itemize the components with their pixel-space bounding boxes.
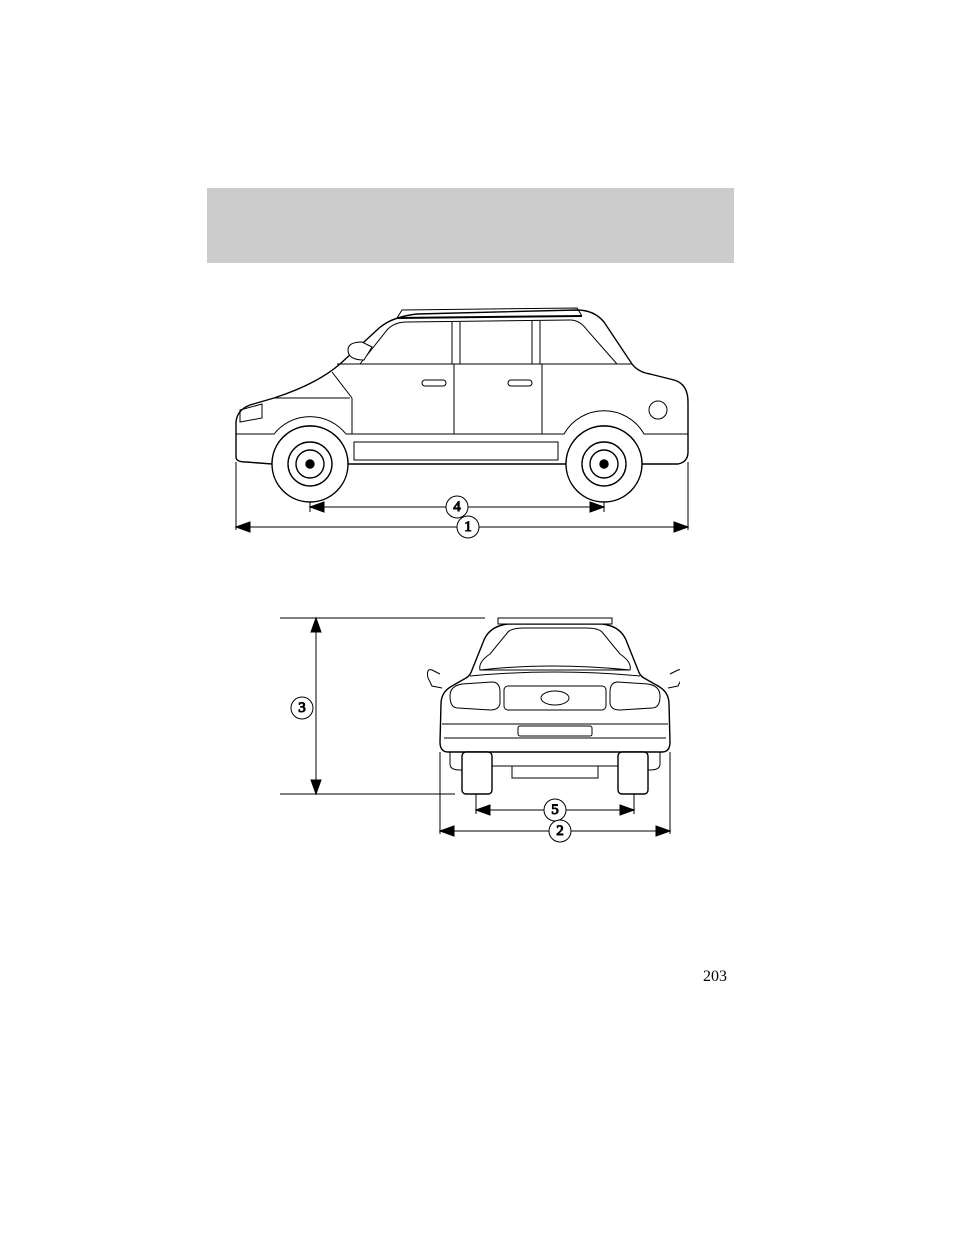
dim-label-1: 1 xyxy=(464,519,472,535)
suv-front-icon xyxy=(428,618,681,794)
dim-label-5: 5 xyxy=(551,802,559,818)
front-view-diagram: 3 xyxy=(280,596,670,856)
dimension-track-width: 5 xyxy=(476,799,634,821)
dimension-overall-length: 1 xyxy=(236,516,688,538)
page-number: 203 xyxy=(703,968,727,986)
dim-label-2: 2 xyxy=(556,823,564,839)
dimension-overall-width: 2 xyxy=(440,820,670,842)
dim-label-4: 4 xyxy=(453,499,461,515)
side-view-diagram: 4 1 xyxy=(222,302,712,552)
suv-side-icon xyxy=(236,308,688,502)
header-bar xyxy=(207,188,734,263)
dim-label-3: 3 xyxy=(298,700,306,716)
dimension-overall-height: 3 xyxy=(291,618,321,794)
dimension-wheelbase: 4 xyxy=(310,496,604,518)
header-rect xyxy=(207,188,734,263)
